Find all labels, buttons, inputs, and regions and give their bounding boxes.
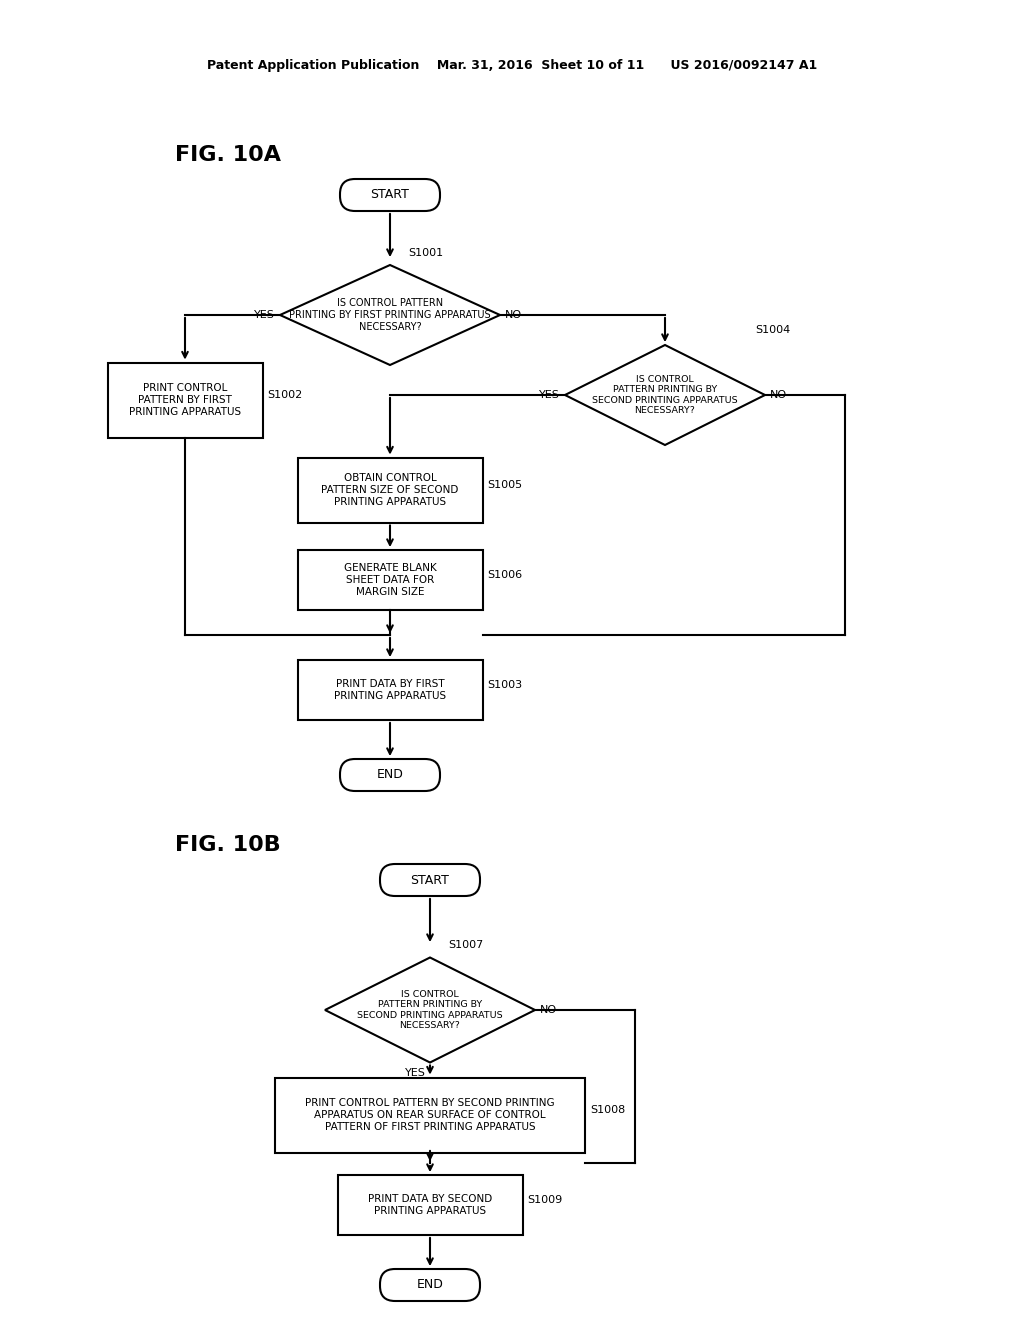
- Text: PRINT DATA BY SECOND
PRINTING APPARATUS: PRINT DATA BY SECOND PRINTING APPARATUS: [368, 1195, 493, 1216]
- Text: S1003: S1003: [487, 680, 522, 690]
- Text: START: START: [411, 874, 450, 887]
- Polygon shape: [565, 345, 765, 445]
- Polygon shape: [325, 957, 535, 1063]
- Bar: [298, 660, 482, 719]
- Text: S1007: S1007: [449, 940, 483, 950]
- Polygon shape: [280, 265, 500, 366]
- Text: S1001: S1001: [408, 248, 443, 257]
- Text: NO: NO: [540, 1005, 557, 1015]
- FancyBboxPatch shape: [340, 180, 440, 211]
- Text: IS CONTROL
PATTERN PRINTING BY
SECOND PRINTING APPARATUS
NECESSARY?: IS CONTROL PATTERN PRINTING BY SECOND PR…: [592, 375, 738, 414]
- Text: END: END: [417, 1279, 443, 1291]
- FancyBboxPatch shape: [380, 1269, 480, 1302]
- Bar: [338, 1175, 522, 1236]
- Text: NO: NO: [505, 310, 522, 319]
- Text: START: START: [371, 189, 410, 202]
- Text: NO: NO: [770, 389, 787, 400]
- Text: IS CONTROL PATTERN
PRINTING BY FIRST PRINTING APPARATUS
NECESSARY?: IS CONTROL PATTERN PRINTING BY FIRST PRI…: [289, 298, 490, 331]
- Text: S1006: S1006: [487, 570, 522, 579]
- FancyBboxPatch shape: [380, 865, 480, 896]
- Text: Patent Application Publication    Mar. 31, 2016  Sheet 10 of 11      US 2016/009: Patent Application Publication Mar. 31, …: [207, 58, 817, 71]
- Text: YES: YES: [254, 310, 275, 319]
- Bar: [298, 458, 482, 523]
- Text: IS CONTROL
PATTERN PRINTING BY
SECOND PRINTING APPARATUS
NECESSARY?: IS CONTROL PATTERN PRINTING BY SECOND PR…: [357, 990, 503, 1030]
- Text: FIG. 10A: FIG. 10A: [175, 145, 281, 165]
- Text: YES: YES: [404, 1068, 425, 1077]
- Text: OBTAIN CONTROL
PATTERN SIZE OF SECOND
PRINTING APPARATUS: OBTAIN CONTROL PATTERN SIZE OF SECOND PR…: [322, 474, 459, 507]
- Text: END: END: [377, 768, 403, 781]
- Text: S1009: S1009: [527, 1195, 563, 1205]
- Text: PRINT CONTROL
PATTERN BY FIRST
PRINTING APPARATUS: PRINT CONTROL PATTERN BY FIRST PRINTING …: [129, 383, 241, 417]
- Text: S1002: S1002: [267, 389, 303, 400]
- Text: GENERATE BLANK
SHEET DATA FOR
MARGIN SIZE: GENERATE BLANK SHEET DATA FOR MARGIN SIZ…: [344, 564, 436, 597]
- Text: YES: YES: [539, 389, 560, 400]
- Text: PRINT CONTROL PATTERN BY SECOND PRINTING
APPARATUS ON REAR SURFACE OF CONTROL
PA: PRINT CONTROL PATTERN BY SECOND PRINTING…: [305, 1098, 555, 1131]
- Text: PRINT DATA BY FIRST
PRINTING APPARATUS: PRINT DATA BY FIRST PRINTING APPARATUS: [334, 680, 446, 701]
- Bar: [298, 550, 482, 610]
- Text: S1008: S1008: [590, 1105, 626, 1115]
- Text: S1004: S1004: [755, 325, 791, 335]
- Text: S1005: S1005: [487, 480, 522, 490]
- FancyBboxPatch shape: [340, 759, 440, 791]
- Bar: [108, 363, 262, 437]
- Text: FIG. 10B: FIG. 10B: [175, 836, 281, 855]
- Bar: [275, 1077, 585, 1152]
